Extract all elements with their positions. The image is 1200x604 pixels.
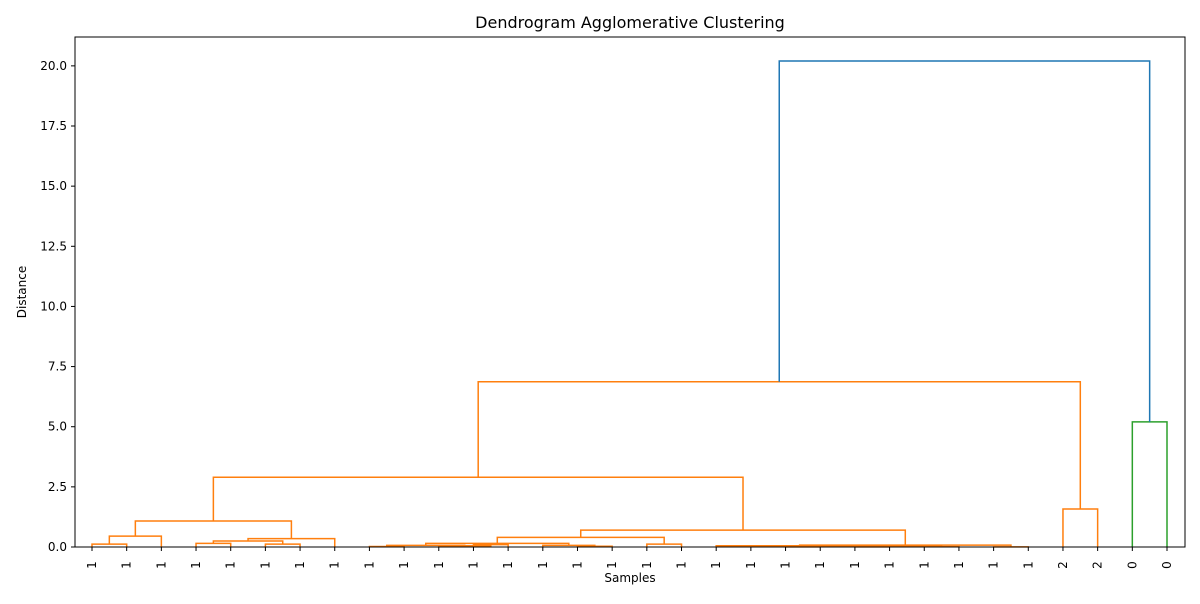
leaf-label: 1 xyxy=(120,561,134,569)
leaf-label: 1 xyxy=(709,561,723,569)
y-tick-label: 5.0 xyxy=(48,420,67,434)
x-axis-label: Samples xyxy=(604,571,655,585)
leaf-label: 1 xyxy=(640,561,654,569)
dendrogram-link-6 xyxy=(248,539,335,547)
leaf-label: 1 xyxy=(328,561,342,569)
leaf-label: 1 xyxy=(85,561,99,569)
leaf-label: 1 xyxy=(952,561,966,569)
leaf-label: 1 xyxy=(744,561,758,569)
dendrogram-link-28 xyxy=(1063,509,1098,547)
dendrogram-link-29 xyxy=(478,382,1080,509)
leaf-label: 1 xyxy=(154,561,168,569)
leaf-label: 1 xyxy=(466,561,480,569)
leaf-label: 1 xyxy=(536,561,550,569)
leaf-label: 1 xyxy=(293,561,307,569)
dendrogram-link-3 xyxy=(196,543,231,547)
dendrogram-link-27 xyxy=(213,477,743,530)
y-tick-label: 15.0 xyxy=(40,179,67,193)
leaf-label: 1 xyxy=(189,561,203,569)
plot-frame xyxy=(75,37,1185,547)
leaf-label: 1 xyxy=(224,561,238,569)
leaf-label: 1 xyxy=(917,561,931,569)
leaf-label: 0 xyxy=(1160,561,1174,569)
leaf-label: 1 xyxy=(883,561,897,569)
dendrogram-link-30 xyxy=(1132,422,1167,547)
leaf-label: 1 xyxy=(813,561,827,569)
leaf-label: 0 xyxy=(1125,561,1139,569)
y-tick-label: 17.5 xyxy=(40,119,67,133)
leaf-label: 1 xyxy=(987,561,1001,569)
leaf-label: 1 xyxy=(362,561,376,569)
leaf-label: 1 xyxy=(1021,561,1035,569)
dendrogram-link-31 xyxy=(779,61,1149,422)
leaf-label: 1 xyxy=(397,561,411,569)
y-tick-label: 7.5 xyxy=(48,360,67,374)
leaf-label: 1 xyxy=(258,561,272,569)
dendrogram-links xyxy=(92,61,1167,547)
y-tick-label: 10.0 xyxy=(40,299,67,313)
leaf-label: 1 xyxy=(779,561,793,569)
y-tick-label: 0.0 xyxy=(48,540,67,554)
leaf-label: 1 xyxy=(432,561,446,569)
leaf-label: 1 xyxy=(570,561,584,569)
y-tick-label: 20.0 xyxy=(40,59,67,73)
leaf-label: 2 xyxy=(1056,561,1070,569)
leaf-label: 1 xyxy=(501,561,515,569)
leaf-label: 1 xyxy=(848,561,862,569)
y-tick-label: 2.5 xyxy=(48,480,67,494)
y-axis: 0.0 2.5 5.0 7.5 10.0 12.5 15.0 17.5 20.0 xyxy=(40,59,75,554)
leaf-label: 1 xyxy=(675,561,689,569)
leaf-label: 2 xyxy=(1091,561,1105,569)
leaf-label: 1 xyxy=(605,561,619,569)
chart-title: Dendrogram Agglomerative Clustering xyxy=(475,13,785,32)
y-tick-label: 12.5 xyxy=(40,239,67,253)
y-axis-label: Distance xyxy=(15,266,29,318)
x-axis: 1 1 1 1 1 1 1 1 1 1 1 1 1 1 1 1 1 1 1 1 1 1 1 1 1 1 1 1 2 2 0 0 xyxy=(85,547,1174,569)
dendrogram-link-2 xyxy=(109,536,161,547)
